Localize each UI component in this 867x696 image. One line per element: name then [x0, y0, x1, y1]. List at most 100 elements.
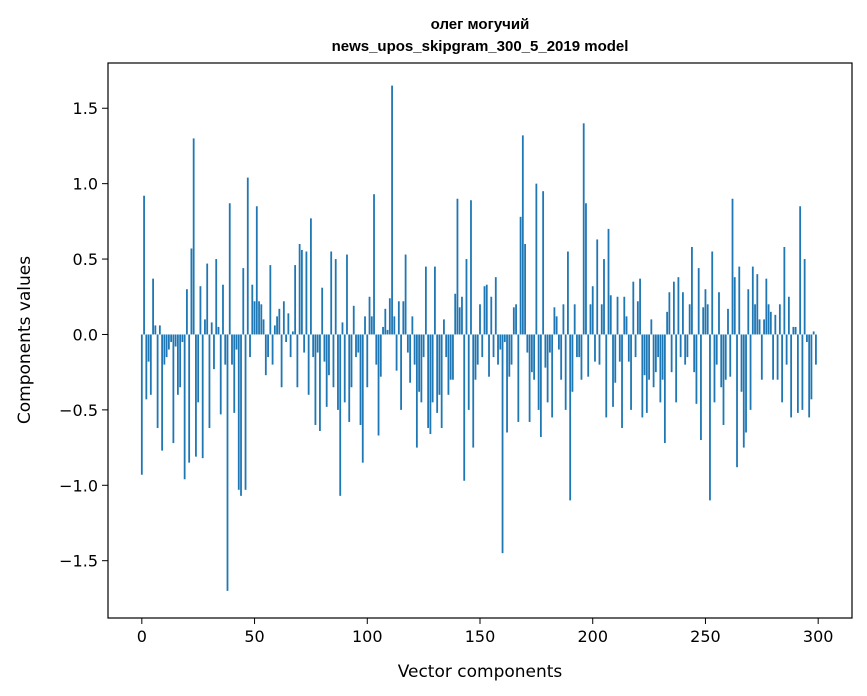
bar-242	[686, 334, 689, 358]
bar-1	[143, 195, 145, 335]
x-tick-label: 150	[465, 627, 496, 646]
bar-171	[526, 334, 529, 353]
bar-289	[792, 326, 795, 335]
bar-95	[355, 334, 357, 358]
bar-295	[806, 334, 808, 343]
bar-4	[149, 334, 152, 395]
bar-178	[542, 191, 545, 335]
bar-65	[287, 313, 290, 335]
bar-73	[305, 251, 308, 335]
bar-44	[240, 334, 242, 496]
bar-248	[700, 334, 702, 441]
x-tick-label: 100	[352, 627, 383, 646]
y-tick-label: 0.0	[73, 325, 98, 344]
bar-210	[614, 334, 617, 383]
bar-163	[508, 334, 511, 377]
bar-213	[621, 334, 623, 428]
bar-75	[310, 218, 312, 335]
bar-204	[600, 304, 603, 335]
bar-166	[515, 304, 517, 335]
bar-130	[434, 266, 436, 335]
bar-34	[217, 326, 220, 335]
bar-8	[158, 325, 161, 335]
bar-294	[803, 259, 806, 335]
bar-57	[269, 265, 272, 335]
bar-218	[632, 281, 635, 335]
bar-192	[573, 304, 576, 335]
bar-237	[675, 334, 678, 403]
bar-33	[215, 259, 218, 335]
bar-268	[745, 334, 747, 433]
bar-62	[280, 334, 283, 388]
bar-170	[524, 243, 526, 335]
bar-129	[431, 334, 434, 403]
bar-190	[569, 334, 572, 501]
bar-217	[630, 334, 632, 410]
bar-25	[197, 334, 200, 403]
x-tick-label: 200	[577, 627, 608, 646]
bar-134	[443, 319, 445, 335]
bar-280	[772, 334, 774, 380]
y-tick-label: −1.0	[59, 476, 98, 495]
bar-119	[409, 334, 412, 383]
bar-175	[535, 183, 538, 335]
bar-201	[594, 334, 596, 362]
bar-161	[503, 334, 506, 343]
bar-223	[643, 334, 646, 376]
bar-206	[605, 334, 608, 418]
bar-267	[742, 334, 745, 448]
bar-23	[192, 138, 195, 335]
bar-76	[312, 334, 315, 358]
bar-84	[330, 251, 333, 335]
bar-59	[273, 325, 276, 335]
bar-290	[794, 326, 797, 335]
bar-143	[463, 334, 466, 481]
bar-199	[589, 304, 592, 335]
bar-22	[190, 248, 193, 335]
bar-128	[429, 334, 432, 435]
bar-71	[300, 250, 303, 335]
bar-52	[258, 301, 260, 335]
bar-184	[555, 316, 558, 335]
bar-64	[285, 334, 288, 343]
bar-54	[262, 319, 265, 335]
bar-83	[328, 334, 330, 376]
bar-256	[718, 292, 720, 335]
bar-257	[720, 334, 723, 388]
bar-194	[578, 334, 581, 358]
bar-251	[706, 304, 709, 335]
bar-78	[316, 334, 319, 353]
y-tick-label: 0.5	[73, 250, 98, 269]
bar-264	[736, 334, 738, 468]
bar-144	[465, 259, 468, 335]
bar-56	[267, 334, 269, 358]
bar-137	[449, 334, 452, 380]
bar-181	[548, 334, 551, 353]
bar-195	[580, 334, 583, 380]
bar-93	[350, 334, 353, 388]
bar-125	[422, 334, 425, 358]
plot-frame	[107, 62, 853, 619]
x-tick-label: 0	[137, 627, 147, 646]
y-axis-label: Components values	[15, 256, 35, 424]
bar-12	[167, 334, 170, 350]
bar-90	[343, 334, 346, 403]
bar-145	[467, 334, 470, 410]
x-axis-ticks: 0 50 100 150 200 250 300	[137, 618, 833, 646]
bar-88	[339, 334, 342, 496]
bar-146	[470, 200, 472, 335]
bar-162	[506, 334, 508, 433]
bar-165	[512, 307, 515, 335]
chart-subtitle: news_upos_skipgram_300_5_2019 model	[332, 38, 629, 55]
bar-3	[147, 334, 150, 362]
bar-252	[709, 334, 711, 501]
bar-274	[758, 319, 761, 335]
bar-198	[587, 334, 590, 377]
bar-231	[661, 334, 664, 380]
bar-156	[492, 334, 495, 358]
bar-158	[497, 334, 499, 365]
bar-196	[582, 123, 585, 335]
bar-238	[677, 277, 680, 335]
bar-30	[208, 334, 211, 428]
bar-136	[447, 334, 450, 395]
